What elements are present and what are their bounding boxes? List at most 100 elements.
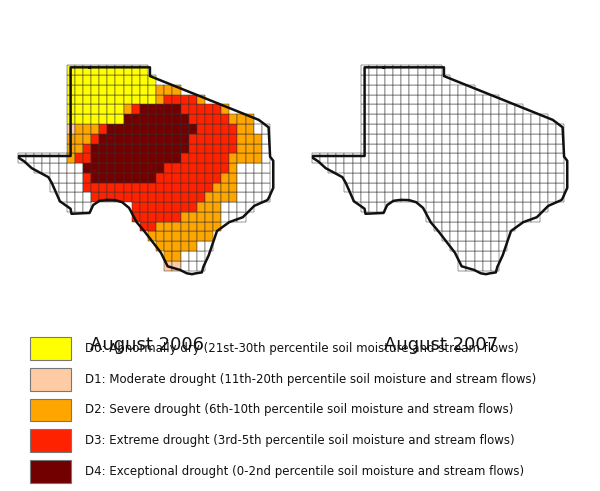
Polygon shape xyxy=(401,105,409,114)
Polygon shape xyxy=(67,173,75,183)
Polygon shape xyxy=(361,75,369,85)
Polygon shape xyxy=(426,173,434,183)
Polygon shape xyxy=(156,231,164,241)
Polygon shape xyxy=(482,105,491,114)
Polygon shape xyxy=(181,114,188,124)
Polygon shape xyxy=(238,163,245,173)
Polygon shape xyxy=(148,114,156,124)
Polygon shape xyxy=(75,153,83,163)
Polygon shape xyxy=(181,192,188,202)
Polygon shape xyxy=(426,153,434,163)
Polygon shape xyxy=(556,153,564,163)
Polygon shape xyxy=(115,183,124,192)
Polygon shape xyxy=(172,143,181,153)
Polygon shape xyxy=(475,124,482,134)
Polygon shape xyxy=(466,251,475,261)
Polygon shape xyxy=(458,231,466,241)
Polygon shape xyxy=(361,105,369,114)
Polygon shape xyxy=(482,95,491,105)
Polygon shape xyxy=(491,251,499,261)
Polygon shape xyxy=(91,143,99,153)
Polygon shape xyxy=(377,143,385,153)
Polygon shape xyxy=(213,114,221,124)
Polygon shape xyxy=(507,114,515,124)
Polygon shape xyxy=(466,105,475,114)
Polygon shape xyxy=(458,261,466,271)
Polygon shape xyxy=(213,153,221,163)
Polygon shape xyxy=(124,105,132,114)
Polygon shape xyxy=(115,134,124,143)
Polygon shape xyxy=(213,143,221,153)
Polygon shape xyxy=(442,114,450,124)
Polygon shape xyxy=(385,134,393,143)
Polygon shape xyxy=(409,65,418,75)
Polygon shape xyxy=(99,114,107,124)
Polygon shape xyxy=(377,65,385,75)
Polygon shape xyxy=(205,153,213,163)
Polygon shape xyxy=(229,124,238,134)
Polygon shape xyxy=(75,163,83,173)
Polygon shape xyxy=(482,261,491,271)
Polygon shape xyxy=(426,75,434,85)
Polygon shape xyxy=(124,134,132,143)
Polygon shape xyxy=(75,95,83,105)
Polygon shape xyxy=(393,143,401,153)
Polygon shape xyxy=(115,85,124,95)
Polygon shape xyxy=(140,173,148,183)
Polygon shape xyxy=(442,105,450,114)
Polygon shape xyxy=(507,212,515,222)
Polygon shape xyxy=(172,183,181,192)
Polygon shape xyxy=(188,105,197,114)
Polygon shape xyxy=(164,124,172,134)
Polygon shape xyxy=(369,163,377,173)
Polygon shape xyxy=(140,222,148,231)
Polygon shape xyxy=(369,153,377,163)
Polygon shape xyxy=(491,134,499,143)
Polygon shape xyxy=(99,173,107,183)
Polygon shape xyxy=(475,192,482,202)
Polygon shape xyxy=(401,114,409,124)
Polygon shape xyxy=(532,202,539,212)
Polygon shape xyxy=(409,173,418,183)
Polygon shape xyxy=(475,231,482,241)
Polygon shape xyxy=(67,183,75,192)
Polygon shape xyxy=(482,212,491,222)
Polygon shape xyxy=(83,85,91,95)
Polygon shape xyxy=(361,183,369,192)
Polygon shape xyxy=(148,124,156,134)
Polygon shape xyxy=(213,105,221,114)
Polygon shape xyxy=(75,105,83,114)
Polygon shape xyxy=(475,143,482,153)
Polygon shape xyxy=(532,163,539,173)
Polygon shape xyxy=(213,192,221,202)
FancyBboxPatch shape xyxy=(29,430,71,452)
Polygon shape xyxy=(434,75,442,85)
Polygon shape xyxy=(482,231,491,241)
Polygon shape xyxy=(172,153,181,163)
Polygon shape xyxy=(181,143,188,153)
Polygon shape xyxy=(482,114,491,124)
Polygon shape xyxy=(507,134,515,143)
Polygon shape xyxy=(466,124,475,134)
Polygon shape xyxy=(344,173,353,183)
Polygon shape xyxy=(515,173,523,183)
Polygon shape xyxy=(254,173,262,183)
Polygon shape xyxy=(434,183,442,192)
Polygon shape xyxy=(188,173,197,183)
Polygon shape xyxy=(124,153,132,163)
Polygon shape xyxy=(83,114,91,124)
Polygon shape xyxy=(262,163,270,173)
Polygon shape xyxy=(434,85,442,95)
Polygon shape xyxy=(507,124,515,134)
Polygon shape xyxy=(213,212,221,222)
Polygon shape xyxy=(188,261,197,271)
Polygon shape xyxy=(377,124,385,134)
Polygon shape xyxy=(442,163,450,173)
Polygon shape xyxy=(197,143,205,153)
Polygon shape xyxy=(197,241,205,251)
Polygon shape xyxy=(532,153,539,163)
Polygon shape xyxy=(164,202,172,212)
Polygon shape xyxy=(312,153,320,163)
Polygon shape xyxy=(466,143,475,153)
Polygon shape xyxy=(482,202,491,212)
